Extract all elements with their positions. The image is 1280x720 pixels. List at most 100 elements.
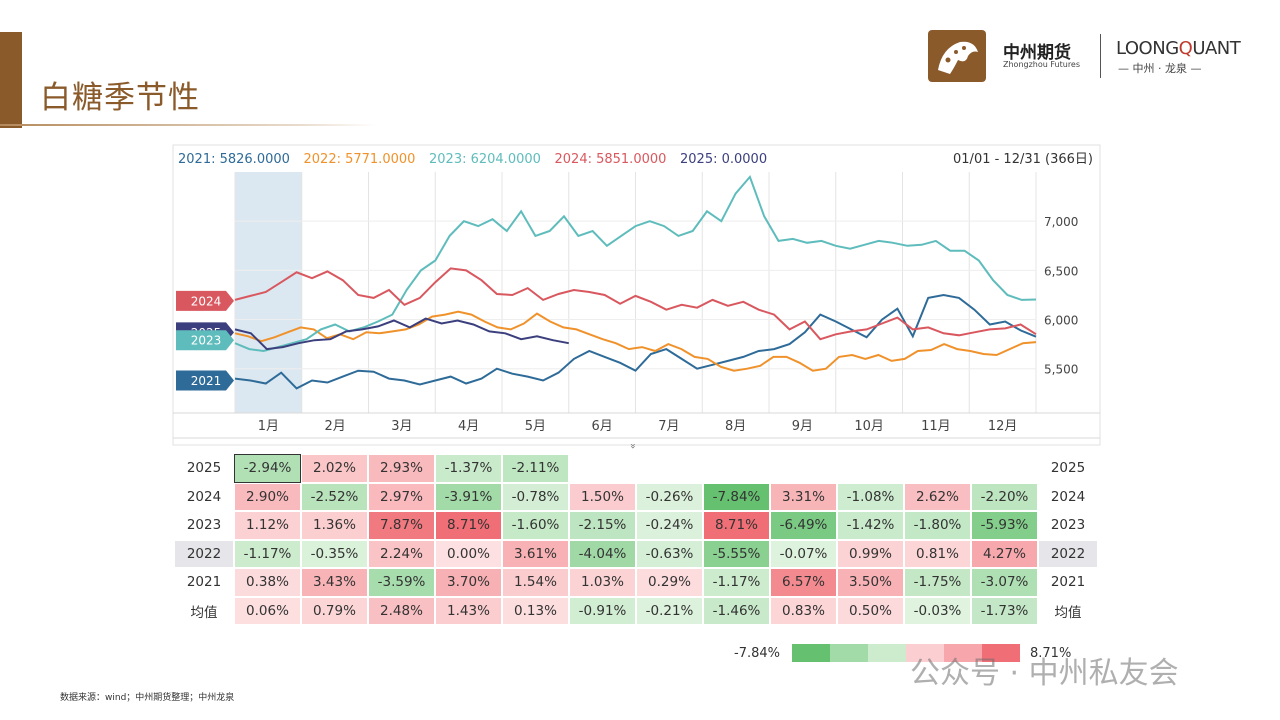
table-cell[interactable]: -6.49%	[771, 512, 836, 539]
table-cell[interactable]: 2.97%	[369, 483, 434, 510]
table-cell[interactable]: 1.03%	[570, 569, 635, 596]
table-cell[interactable]: 0.50%	[838, 597, 903, 624]
table-cell[interactable]: 1.54%	[503, 569, 568, 596]
table-cell[interactable]: 1.12%	[235, 512, 300, 539]
table-cell[interactable]: 6.57%	[771, 569, 836, 596]
table-cell[interactable]: -1.80%	[905, 512, 970, 539]
table-cell[interactable]	[704, 455, 769, 482]
table-cell[interactable]: -2.11%	[503, 455, 568, 482]
table-cell[interactable]: -1.42%	[838, 512, 903, 539]
table-cell[interactable]: -1.17%	[704, 569, 769, 596]
table-cell[interactable]: -0.63%	[637, 540, 702, 567]
table-cell[interactable]	[771, 455, 836, 482]
table-cell[interactable]: -0.78%	[503, 483, 568, 510]
table-cell[interactable]	[905, 455, 970, 482]
table-cell[interactable]: 0.06%	[235, 597, 300, 624]
table-row: 2022 -1.17% -0.35% 2.24% 0.00% 3.61% -4.04% -0.…	[175, 540, 1097, 567]
table-cell[interactable]: 1.43%	[436, 597, 501, 624]
table-cell[interactable]: -1.60%	[503, 512, 568, 539]
table-cell[interactable]: -5.55%	[704, 540, 769, 567]
table-cell[interactable]: 0.13%	[503, 597, 568, 624]
table-cell[interactable]: -0.35%	[302, 540, 367, 567]
table-cell[interactable]: -2.94%	[234, 454, 301, 483]
table-cell[interactable]: 2.24%	[369, 540, 434, 567]
table-cell[interactable]	[972, 455, 1037, 482]
table-cell[interactable]: -0.03%	[905, 597, 970, 624]
x-tick-label: 11月	[921, 419, 951, 434]
legend-item-2023: 2023: 6204.0000	[429, 152, 541, 167]
table-cell[interactable]: -0.07%	[771, 540, 836, 567]
row-year-label: 2022	[175, 540, 233, 567]
x-tick-label: 4月	[458, 419, 479, 434]
table-cell[interactable]: -1.08%	[838, 483, 903, 510]
table-cell[interactable]: -1.37%	[436, 455, 501, 482]
table-cell[interactable]: -5.93%	[972, 512, 1037, 539]
table-cell[interactable]: 8.71%	[436, 512, 501, 539]
row-year-label: 均值	[190, 604, 218, 621]
watermark-text: 公众号 · 中州私友会	[866, 648, 1179, 692]
table-cell[interactable]: 3.31%	[771, 483, 836, 510]
table-cell[interactable]: -0.26%	[637, 483, 702, 510]
table-cell[interactable]: 0.81%	[905, 540, 970, 567]
date-range-label: 01/01 - 12/31 (366日)	[953, 152, 1093, 167]
legend-item-2021: 2021: 5826.0000	[178, 152, 290, 167]
table-cell[interactable]: 3.70%	[436, 569, 501, 596]
table-cell[interactable]: 2.93%	[369, 455, 434, 482]
table-cell[interactable]: -0.21%	[637, 597, 702, 624]
y-tick-label: 6,500	[1044, 264, 1078, 278]
table-cell[interactable]: 3.61%	[503, 540, 568, 567]
row-year-label-right: 2021	[1050, 574, 1086, 591]
table-cell[interactable]: -3.91%	[436, 483, 501, 510]
watermark-label: 公众号 · 中州私友会	[910, 656, 1179, 691]
table-cell[interactable]: 0.99%	[838, 540, 903, 567]
x-tick-label: 9月	[792, 419, 813, 434]
table-cell[interactable]: -1.46%	[704, 597, 769, 624]
y-tick-label: 5,500	[1044, 363, 1078, 377]
table-row: 均值 0.06% 0.79% 2.48% 1.43% 0.13% -0.91% -0.21% -…	[175, 597, 1097, 624]
table-cell[interactable]: 2.62%	[905, 483, 970, 510]
table-cell[interactable]: 2.48%	[369, 597, 434, 624]
table-cell[interactable]: 0.38%	[235, 569, 300, 596]
table-cell[interactable]: 1.36%	[302, 512, 367, 539]
table-cell[interactable]: 2.02%	[302, 455, 367, 482]
chart-frame	[172, 144, 1101, 446]
table-cell[interactable]: 4.27%	[972, 540, 1037, 567]
table-cell[interactable]: -0.91%	[570, 597, 635, 624]
table-cell[interactable]: 3.50%	[838, 569, 903, 596]
table-cell[interactable]: 2.90%	[235, 483, 300, 510]
table-cell[interactable]: -3.59%	[369, 569, 434, 596]
table-cell[interactable]: -2.15%	[570, 512, 635, 539]
legend-item-2024: 2024: 5851.0000	[555, 152, 667, 167]
brand-part-a: LOONG	[1116, 38, 1179, 59]
table-cell[interactable]: 0.00%	[436, 540, 501, 567]
table-cell[interactable]: 0.79%	[302, 597, 367, 624]
table-cell[interactable]: 7.87%	[369, 512, 434, 539]
table-cell[interactable]: -2.52%	[302, 483, 367, 510]
x-tick-label: 3月	[391, 419, 412, 434]
table-cell[interactable]: -4.04%	[570, 540, 635, 567]
table-cell[interactable]: -1.75%	[905, 569, 970, 596]
zhongzhou-logo-icon	[928, 30, 986, 82]
table-cell[interactable]: 8.71%	[704, 512, 769, 539]
table-cell[interactable]: -0.24%	[637, 512, 702, 539]
table-cell[interactable]: -3.07%	[972, 569, 1037, 596]
table-cell[interactable]	[570, 455, 635, 482]
row-year-label-right: 2023	[1050, 517, 1086, 534]
table-cell[interactable]: -2.20%	[972, 483, 1037, 510]
series-line-2023	[234, 174, 1037, 353]
page-title: 白糖季节性	[40, 80, 200, 116]
row-year-label-right: 2025	[1050, 460, 1086, 477]
table-cell[interactable]	[637, 455, 702, 482]
table-cell[interactable]: 1.50%	[570, 483, 635, 510]
table-row: 2021 0.38% 3.43% -3.59% 3.70% 1.54% 1.03% 0.29%…	[175, 569, 1097, 596]
series-line-2025	[234, 317, 569, 351]
january-highlight	[235, 172, 302, 413]
table-cell[interactable]: -7.84%	[704, 483, 769, 510]
table-cell[interactable]: 0.83%	[771, 597, 836, 624]
table-cell[interactable]	[838, 455, 903, 482]
x-tick-label: 10月	[854, 419, 884, 434]
table-cell[interactable]: 0.29%	[637, 569, 702, 596]
table-cell[interactable]: -1.73%	[972, 597, 1037, 624]
table-cell[interactable]: -1.17%	[235, 540, 300, 567]
table-cell[interactable]: 3.43%	[302, 569, 367, 596]
